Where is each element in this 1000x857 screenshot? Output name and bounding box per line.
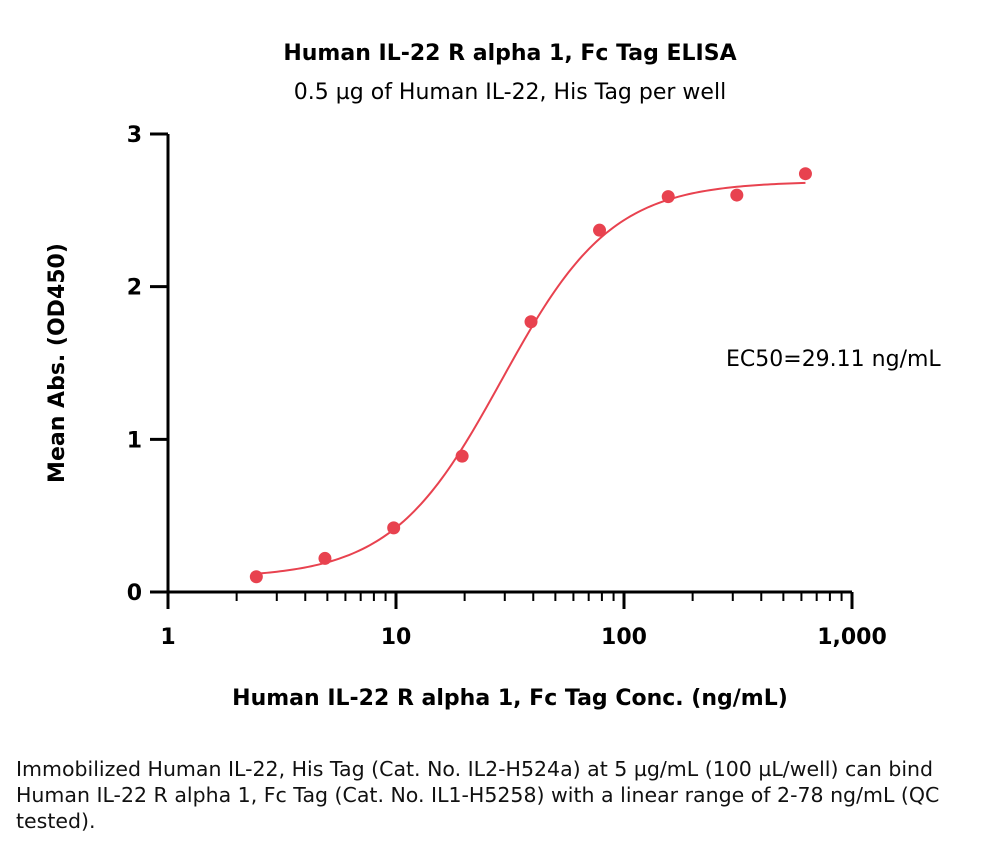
data-point	[524, 315, 538, 329]
data-point	[318, 551, 332, 565]
ec50-annotation: EC50=29.11 ng/mL	[726, 347, 941, 372]
y-axis: 0 1 2 3	[127, 123, 170, 606]
fit-curve-layer	[256, 181, 806, 575]
y-tick-label: 0	[127, 581, 142, 606]
data-point	[661, 190, 675, 204]
data-point	[730, 188, 744, 202]
x-tick-label: 100	[601, 625, 647, 650]
x-axis-label: Human IL-22 R alpha 1, Fc Tag Conc. (ng/…	[232, 686, 788, 711]
x-tick-label: 1	[160, 625, 175, 650]
elisa-chart: Human IL-22 R alpha 1, Fc Tag ELISA 0.5 …	[45, 41, 941, 711]
chart-subtitle: 0.5 µg of Human IL-22, His Tag per well	[294, 80, 726, 105]
data-point	[593, 223, 607, 237]
x-tick-label: 1,000	[817, 625, 887, 650]
data-point	[249, 570, 263, 584]
y-tick-label: 2	[127, 276, 142, 301]
data-point	[455, 449, 469, 463]
data-point	[387, 521, 401, 535]
y-tick-label: 3	[127, 123, 142, 148]
chart-title: Human IL-22 R alpha 1, Fc Tag ELISA	[283, 41, 736, 66]
x-tick-label: 10	[381, 625, 412, 650]
data-points	[249, 167, 812, 584]
y-tick-label: 1	[127, 428, 142, 453]
data-point	[798, 167, 812, 181]
fit-curve	[256, 181, 806, 575]
y-axis-label: Mean Abs. (OD450)	[45, 243, 70, 483]
x-axis: 1 10 100 1,000	[150, 590, 887, 650]
figure-caption: Immobilized Human IL-22, His Tag (Cat. N…	[16, 757, 940, 833]
